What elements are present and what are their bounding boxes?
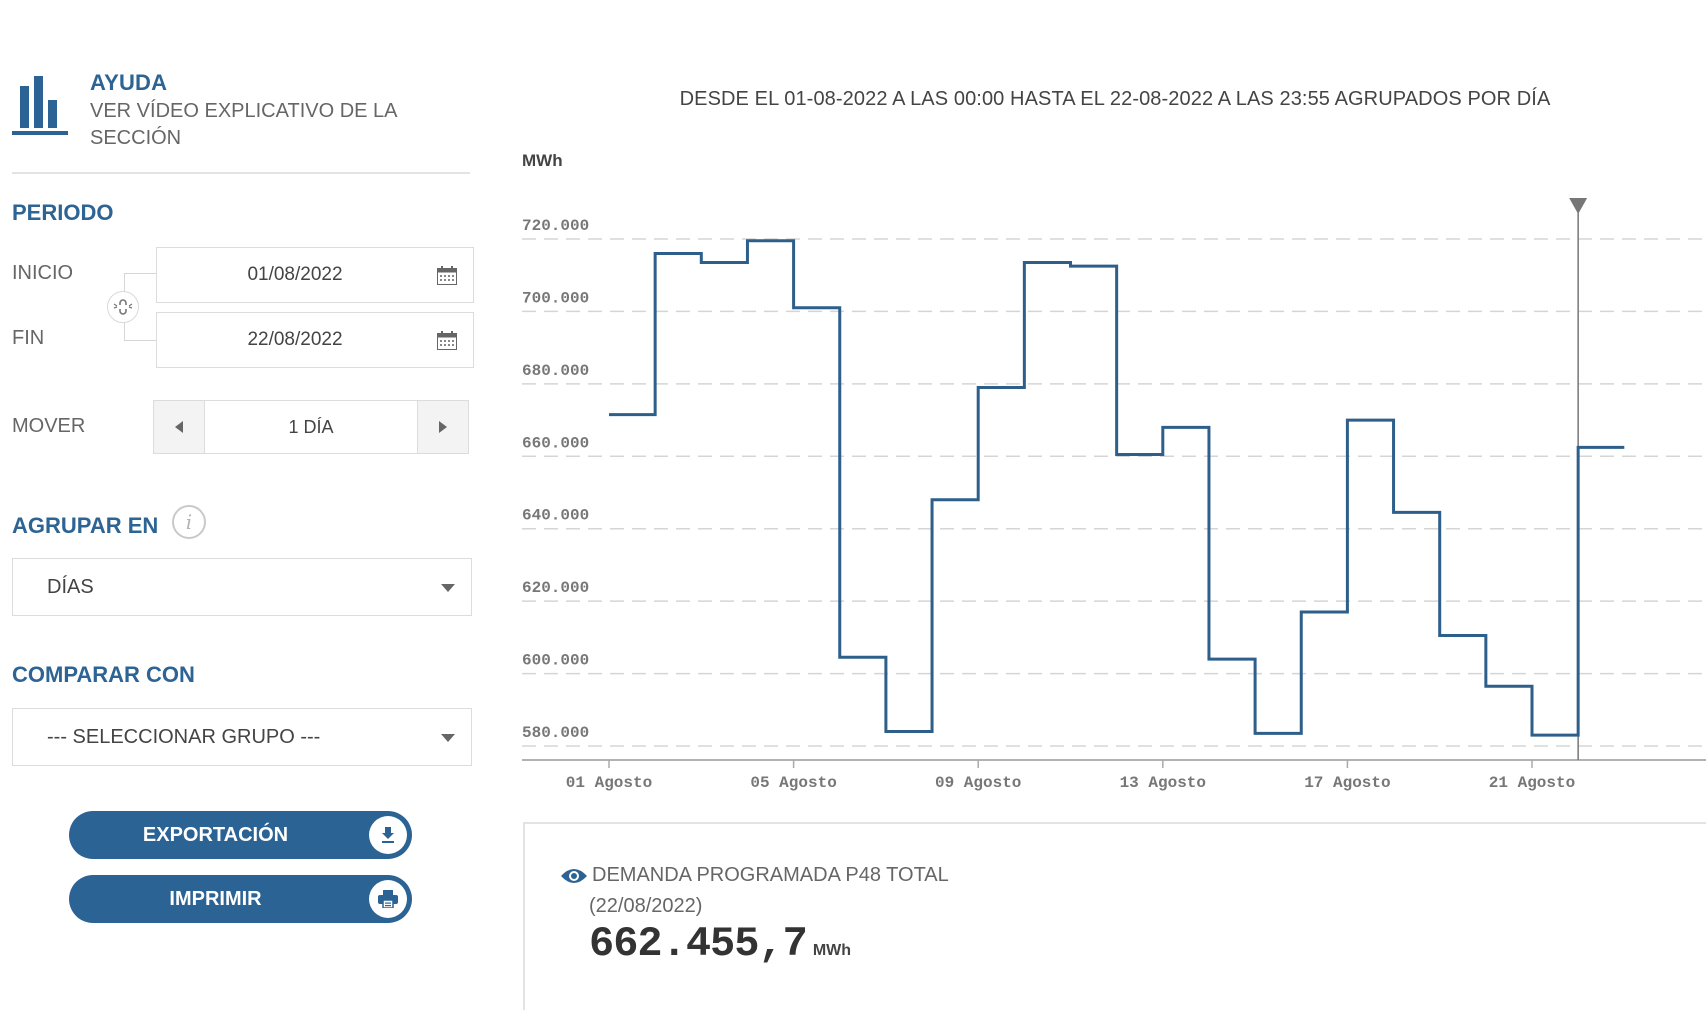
marker-handle-icon[interactable] [1569, 198, 1588, 214]
agrupar-title: AGRUPAR EN [12, 513, 159, 538]
inicio-label: INICIO [12, 262, 74, 284]
y-tick-label: 640.000 [522, 507, 589, 525]
caret-left-icon [175, 421, 183, 433]
calendar-icon[interactable] [437, 331, 457, 350]
help-title[interactable]: AYUDA [90, 70, 168, 95]
download-icon [382, 827, 394, 843]
unlink-dates-button[interactable] [107, 291, 139, 323]
series-title: DEMANDA PROGRAMADA P48 TOTAL [592, 864, 949, 886]
series-date: (22/08/2022) [589, 895, 703, 917]
move-prev-button[interactable] [154, 401, 204, 453]
x-tick-label: 21 Agosto [1489, 774, 1575, 792]
comparar-title: COMPARAR CON [12, 662, 195, 687]
demand-series-line[interactable] [609, 239, 1625, 737]
x-tick-label: 09 Agosto [935, 774, 1021, 792]
x-tick-label: 13 Agosto [1120, 774, 1206, 792]
y-tick-label: 580.000 [522, 724, 589, 742]
group-by-value: DÍAS [47, 576, 94, 598]
chart-subtitle: DESDE EL 01-08-2022 A LAS 00:00 HASTA EL… [679, 88, 1551, 110]
y-tick-label: 700.000 [522, 289, 589, 307]
chevron-down-icon [441, 734, 455, 742]
y-axis-title: MWh [522, 151, 563, 170]
series-value-unit: MWh [812, 942, 852, 959]
move-next-button[interactable] [418, 401, 468, 453]
y-tick-label: 600.000 [522, 652, 589, 670]
info-icon[interactable]: i [172, 505, 206, 539]
move-stepper: 1 DÍA [153, 400, 469, 454]
y-tick-label: 680.000 [522, 362, 589, 380]
printer-icon [378, 890, 398, 908]
caret-right-icon [439, 421, 447, 433]
x-tick-label: 05 Agosto [750, 774, 836, 792]
chevron-down-icon [441, 584, 455, 592]
sidebar-divider [12, 172, 470, 174]
series-value: 662.455,7 MWh [589, 920, 851, 968]
export-label: EXPORTACIÓN [142, 824, 289, 846]
y-tick-label: 660.000 [522, 434, 589, 452]
print-label: IMPRIMIR [169, 888, 262, 910]
periodo-title: PERIODO [12, 200, 114, 225]
end-date-value[interactable]: 22/08/2022 [247, 329, 343, 350]
print-button[interactable]: IMPRIMIR [69, 875, 412, 923]
series-title-row: DEMANDA PROGRAMADA P48 TOTAL [560, 864, 949, 887]
compare-group-value: --- SELECCIONAR GRUPO --- [47, 726, 321, 748]
link-broken-icon [113, 299, 133, 315]
compare-group-select[interactable]: --- SELECCIONAR GRUPO --- [12, 708, 472, 766]
move-step-value: 1 DÍA [204, 401, 418, 453]
fin-label: FIN [12, 327, 45, 349]
group-by-select[interactable]: DÍAS [12, 558, 472, 616]
calendar-icon[interactable] [437, 266, 457, 285]
help-section[interactable]: AYUDA VER VÍDEO EXPLICATIVO DE LA SECCIÓ… [12, 70, 472, 156]
demand-chart[interactable]: MWh 580.000 600.000 620.000 640.000 660.000 68… [500, 150, 1706, 800]
series-value-number: 662.455,7 [589, 920, 808, 968]
value-info-panel: DEMANDA PROGRAMADA P48 TOTAL (22/08/2022… [523, 822, 1706, 1010]
help-video-link[interactable]: VER VÍDEO EXPLICATIVO DE LA SECCIÓN [90, 100, 397, 149]
start-date-value[interactable]: 01/08/2022 [247, 264, 343, 285]
start-date-field[interactable]: 01/08/2022 [156, 247, 474, 303]
x-tick-label: 01 Agosto [566, 774, 652, 792]
y-tick-label: 720.000 [522, 217, 589, 235]
bar-chart-icon [12, 76, 68, 135]
mover-label: MOVER [12, 415, 86, 437]
export-button[interactable]: EXPORTACIÓN [69, 811, 412, 859]
end-date-field[interactable]: 22/08/2022 [156, 312, 474, 368]
eye-icon[interactable] [560, 867, 588, 885]
x-tick-label: 17 Agosto [1304, 774, 1390, 792]
y-tick-label: 620.000 [522, 579, 589, 597]
